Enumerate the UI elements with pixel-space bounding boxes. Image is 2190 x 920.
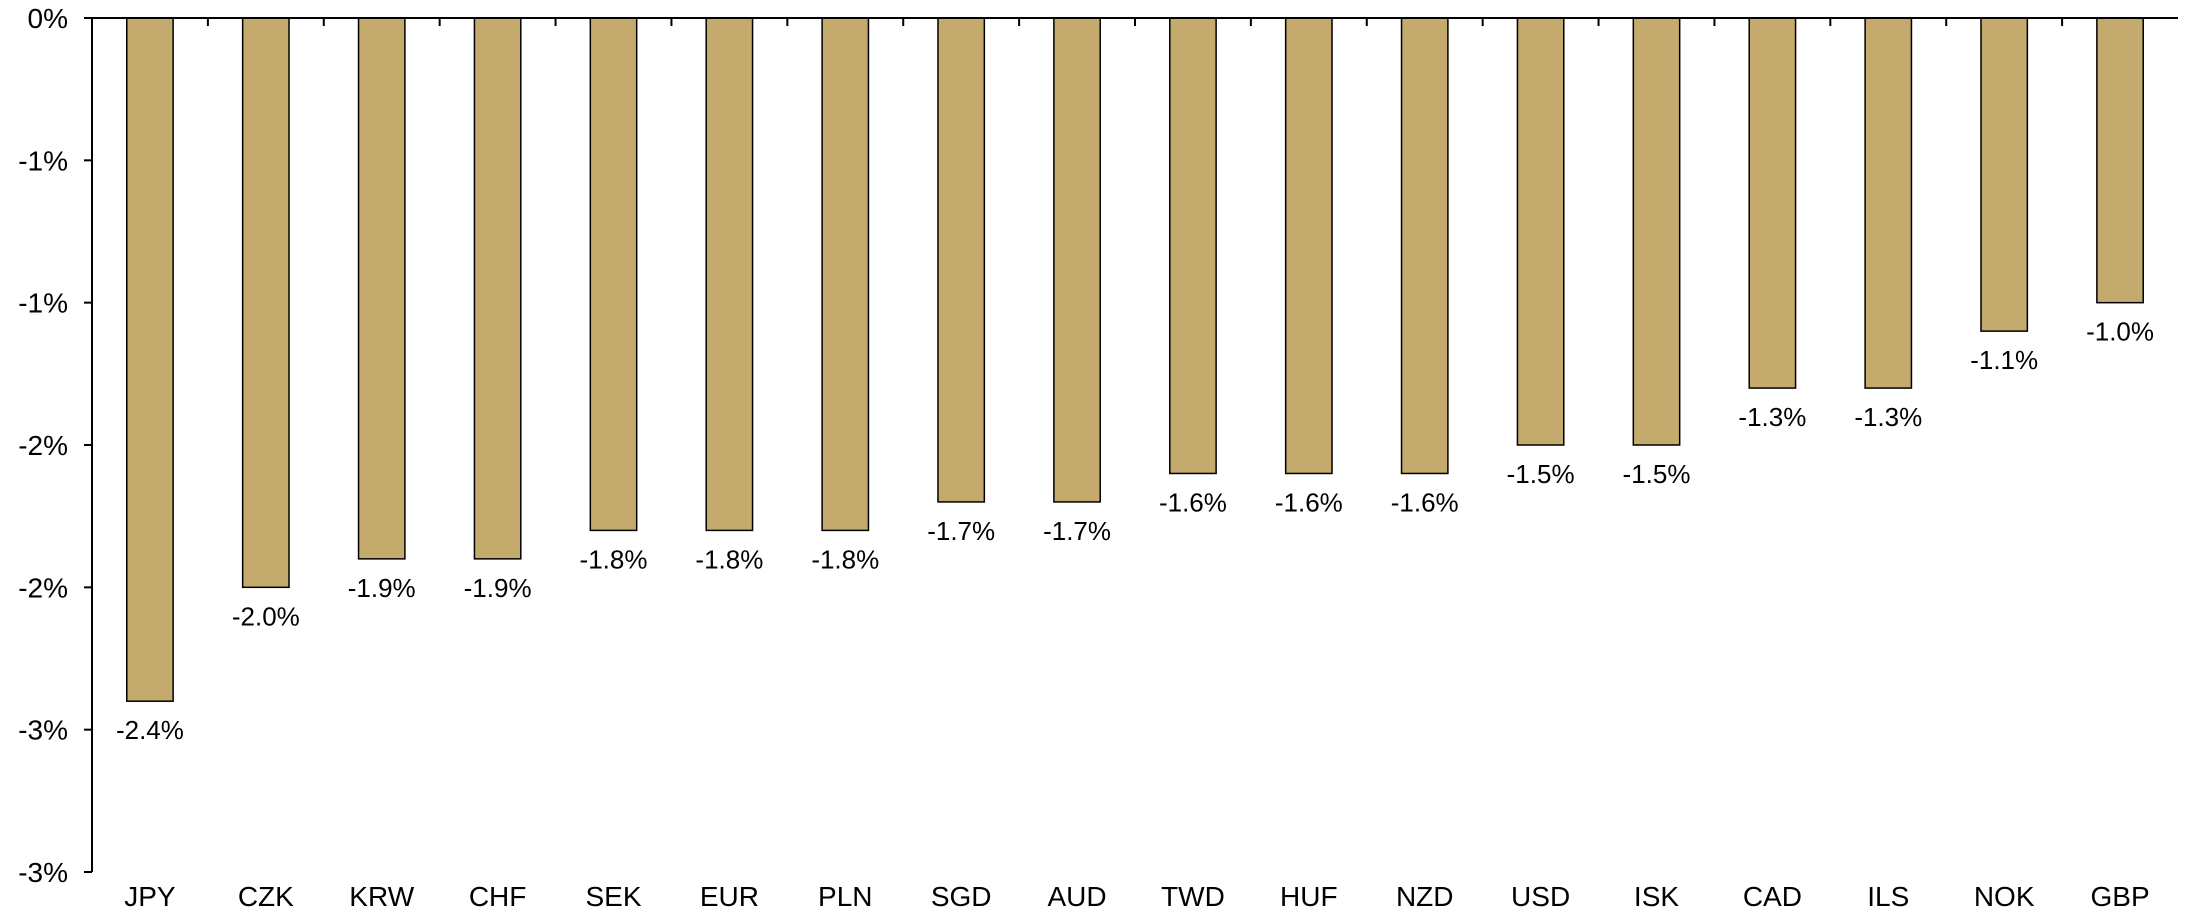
data-label-sgd: -1.7% <box>927 516 995 546</box>
category-label-nzd: NZD <box>1396 881 1454 912</box>
bar-aud <box>1053 17 1101 503</box>
x-axis: JPY CZK KRW CHF SEK EUR PLN SGD AUD TWD HUF NZD USD I… <box>92 17 2178 912</box>
data-label-eur: -1.8% <box>695 544 763 574</box>
category-label-cad: CAD <box>1743 881 1802 912</box>
bar-jpy <box>126 17 174 702</box>
category-label-sgd: SGD <box>931 881 992 912</box>
data-label-aud: -1.7% <box>1043 516 1111 546</box>
category-label-ils: ILS <box>1867 881 1909 912</box>
y-tick-label: -2% <box>18 430 68 461</box>
data-label-gbp: -1.0% <box>2086 317 2154 347</box>
data-labels: -2.4% -2.0% -1.9% -1.9% -1.8% -1.8% -1.8% -1.7%… <box>116 317 2154 746</box>
bar-nzd <box>1400 17 1449 475</box>
y-tick-label: -1% <box>18 288 68 319</box>
bar-chf <box>473 17 522 560</box>
data-label-chf: -1.9% <box>464 573 532 603</box>
category-label-isk: ISK <box>1634 881 1679 912</box>
bar-huf <box>1284 17 1333 475</box>
category-label-sek: SEK <box>585 881 641 912</box>
bar-krw <box>357 17 406 560</box>
data-label-huf: -1.6% <box>1275 487 1343 517</box>
data-label-pln: -1.8% <box>811 544 879 574</box>
bar-sek <box>589 17 638 532</box>
y-tick-label: -3% <box>18 715 68 746</box>
data-label-sek: -1.8% <box>580 544 648 574</box>
data-label-ils: -1.3% <box>1854 402 1922 432</box>
category-label-eur: EUR <box>700 881 759 912</box>
bar-pln <box>821 17 870 532</box>
bar-isk <box>1632 17 1681 446</box>
category-label-usd: USD <box>1511 881 1570 912</box>
category-label-twd: TWD <box>1161 881 1225 912</box>
bar-usd <box>1516 17 1565 446</box>
y-axis: 0% -1% -1% -2% -2% -3% -3% <box>18 3 93 888</box>
data-label-usd: -1.5% <box>1507 459 1575 489</box>
bar-gbp <box>2096 17 2144 304</box>
data-label-czk: -2.0% <box>232 601 300 631</box>
data-label-jpy: -2.4% <box>116 715 184 745</box>
bar-czk <box>241 17 290 589</box>
data-label-nok: -1.1% <box>1970 345 2038 375</box>
y-tick-label: -1% <box>18 145 68 176</box>
category-label-gbp: GBP <box>2090 881 2149 912</box>
category-label-chf: CHF <box>469 881 527 912</box>
data-label-cad: -1.3% <box>1738 402 1806 432</box>
bar-cad <box>1748 17 1797 389</box>
category-label-jpy: JPY <box>124 881 176 912</box>
y-tick-label: -2% <box>18 572 68 603</box>
category-label-nok: NOK <box>1974 881 2035 912</box>
data-label-nzd: -1.6% <box>1391 487 1459 517</box>
data-label-krw: -1.9% <box>348 573 416 603</box>
bar-ils <box>1864 17 1913 389</box>
y-tick-label: -3% <box>18 857 68 888</box>
data-label-twd: -1.6% <box>1159 487 1227 517</box>
category-label-pln: PLN <box>818 881 872 912</box>
data-label-isk: -1.5% <box>1623 459 1691 489</box>
bar-sgd <box>937 17 986 503</box>
category-label-krw: KRW <box>349 881 414 912</box>
bar-eur <box>705 17 754 532</box>
bar-nok <box>1980 17 2029 332</box>
y-tick-label: 0% <box>28 3 68 34</box>
bars <box>126 17 2144 702</box>
category-label-huf: HUF <box>1280 881 1338 912</box>
bar-twd <box>1169 17 1217 475</box>
category-label-czk: CZK <box>238 881 294 912</box>
category-label-aud: AUD <box>1047 881 1106 912</box>
